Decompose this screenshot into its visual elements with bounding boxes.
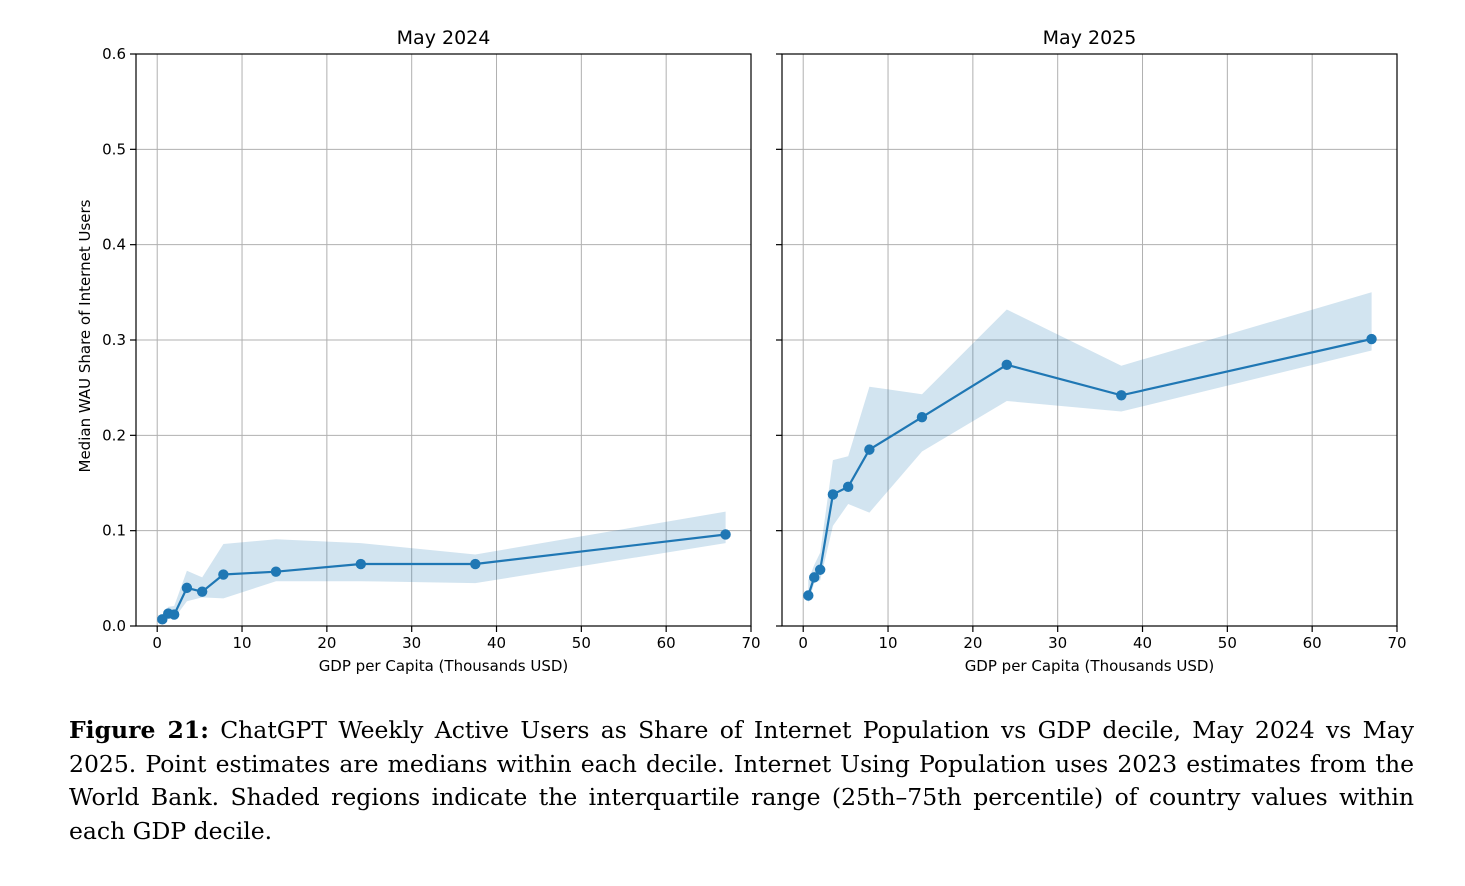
iqr-band: [162, 511, 726, 623]
y-tick-label: 0.1: [102, 522, 126, 540]
data-point: [809, 572, 820, 583]
y-tick-label: 0.0: [102, 617, 126, 635]
data-point: [720, 529, 731, 540]
y-tick-label: 0.6: [102, 45, 126, 63]
x-tick-label: 30: [402, 634, 421, 652]
x-tick-label: 70: [741, 634, 760, 652]
data-point: [864, 444, 875, 455]
x-tick-label: 20: [963, 634, 982, 652]
x-tick-label: 50: [1218, 634, 1237, 652]
x-tick-label: 40: [487, 634, 506, 652]
data-point: [1001, 359, 1012, 370]
data-point: [470, 558, 481, 570]
data-point: [355, 558, 366, 570]
data-point: [218, 569, 229, 580]
x-tick-label: 0: [152, 634, 162, 652]
x-axis-label: GDP per Capita (Thousands USD): [965, 657, 1215, 675]
figure: 0 10 20 30 40 50 60 70 0.0 0.1 0.2 0.3 0.4 0.5 0.6 May …: [76, 27, 1407, 675]
panel-title: May 2024: [397, 27, 491, 49]
x-axis-label: GDP per Capita (Thousands USD): [319, 657, 569, 675]
x-tick-label: 40: [1133, 634, 1152, 652]
x-tick-label: 60: [657, 634, 676, 652]
panel-may-2024: 0 10 20 30 40 50 60 70 0.0 0.1 0.2 0.3 0.4 0.5 0.6 May …: [76, 27, 761, 675]
y-tick-label: 0.4: [102, 236, 126, 254]
y-axis-label: Median WAU Share of Internet Users: [76, 199, 94, 472]
data-point: [803, 590, 814, 601]
figure-caption: Figure 21: ChatGPT Weekly Active Users a…: [69, 714, 1414, 848]
data-point: [181, 582, 193, 594]
x-tick-label: 30: [1048, 634, 1067, 652]
x-tick-label: 60: [1303, 634, 1322, 652]
data-point: [196, 586, 208, 597]
panel-may-2025: 0 10 20 30 40 50 60 70 May 2025 GDP per Capita (T…: [776, 27, 1407, 675]
data-point: [842, 481, 854, 493]
data-point: [1116, 390, 1127, 401]
data-point: [1366, 333, 1377, 345]
x-tick-label: 50: [572, 634, 591, 652]
data-point: [827, 489, 839, 500]
x-tick-label: 10: [878, 634, 897, 652]
x-tick-label: 0: [798, 634, 808, 652]
iqr-band: [808, 292, 1372, 604]
caption-label: Figure 21:: [69, 716, 209, 744]
data-point: [916, 412, 928, 423]
x-tick-label: 70: [1387, 634, 1406, 652]
y-tick-label: 0.3: [102, 331, 126, 349]
y-tick-label: 0.2: [102, 426, 126, 444]
data-point: [270, 566, 282, 577]
data-point: [814, 564, 826, 575]
x-tick-label: 20: [317, 634, 336, 652]
panel-title: May 2025: [1043, 27, 1137, 49]
data-point: [168, 609, 180, 620]
y-tick-label: 0.5: [102, 140, 126, 158]
x-tick-label: 10: [232, 634, 251, 652]
caption-text: ChatGPT Weekly Active Users as Share of …: [69, 716, 1415, 845]
